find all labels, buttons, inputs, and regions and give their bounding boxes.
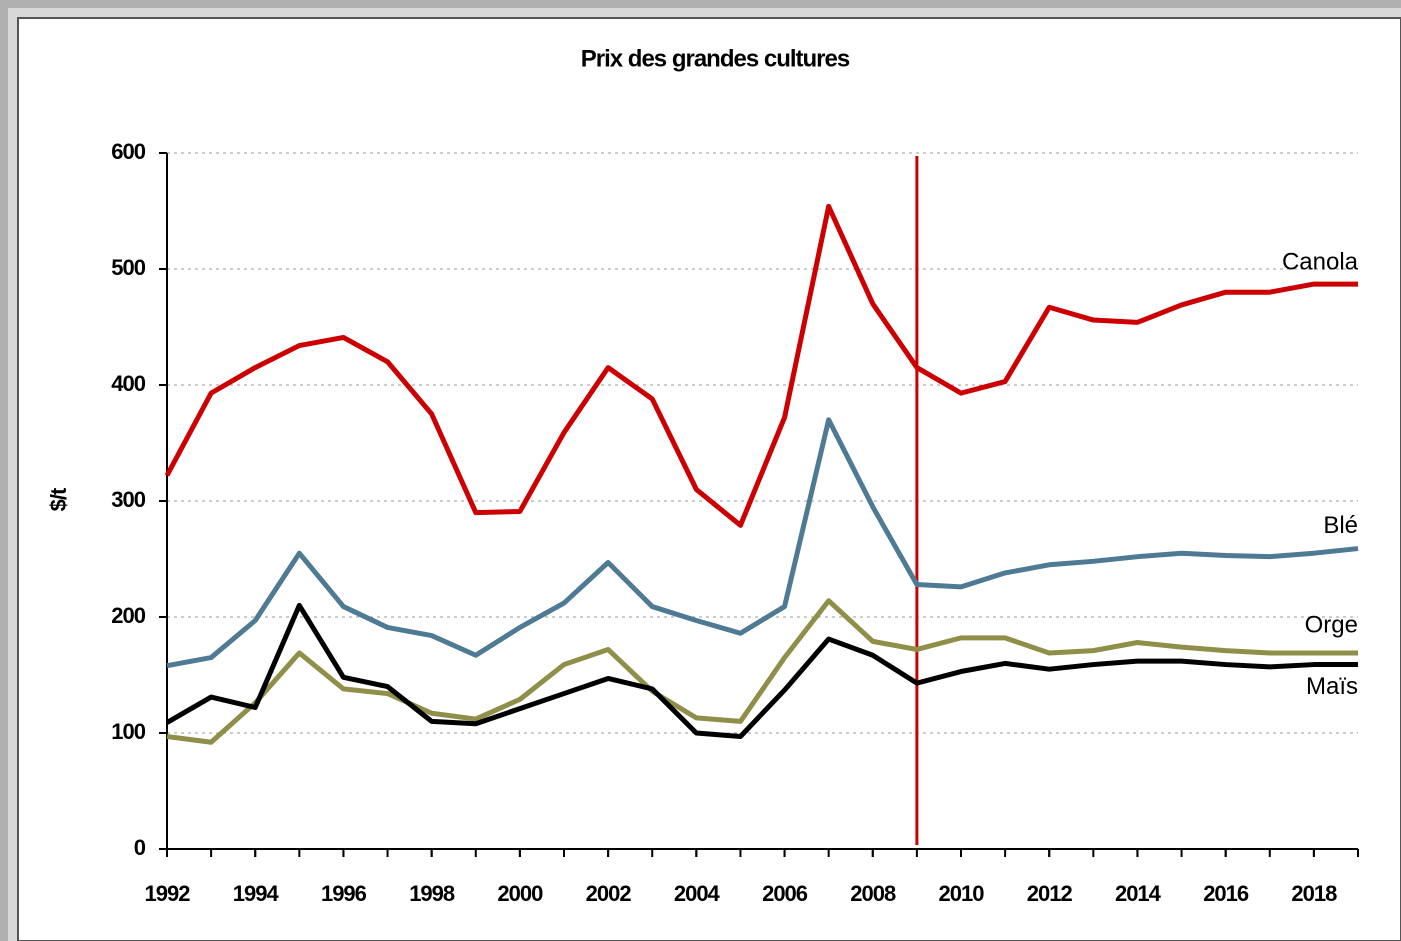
series-label: Canola (1282, 248, 1359, 275)
x-tick-label: 1992 (145, 881, 191, 906)
chart-title: Prix des grandes cultures (581, 45, 850, 72)
y-tick-label: 100 (111, 719, 145, 744)
x-tick-label: 2002 (586, 881, 632, 906)
y-tick-label: 300 (111, 487, 145, 512)
x-tick-label: 2016 (1203, 881, 1249, 906)
y-axis-label: $/t (46, 487, 71, 511)
x-tick-label: 1994 (233, 881, 280, 906)
x-tick-label: 2018 (1291, 881, 1337, 906)
x-tick-label: 1998 (409, 881, 455, 906)
series-line (166, 598, 1358, 745)
x-tick-label: 2004 (674, 881, 721, 906)
series-label: Orge (1305, 611, 1358, 638)
x-tick-label: 2010 (939, 881, 985, 906)
x-tick-label: 2012 (1027, 881, 1073, 906)
x-tick-label: 2000 (497, 881, 543, 906)
y-tick-label: 0 (134, 835, 146, 860)
series-label: Maïs (1306, 673, 1358, 700)
chart-area (17, 17, 1401, 941)
y-tick-label: 500 (111, 255, 145, 280)
y-tick-label: 200 (111, 603, 145, 628)
series-label: Blé (1323, 512, 1358, 539)
x-tick-label: 2006 (762, 881, 808, 906)
x-tick-label: 2014 (1115, 881, 1162, 906)
series-line (164, 203, 1358, 528)
y-tick-label: 600 (111, 139, 145, 164)
x-tick-label: 2008 (850, 881, 896, 906)
x-tick-label: 1996 (321, 881, 367, 906)
y-tick-label: 400 (111, 371, 145, 396)
series-line (166, 417, 1359, 669)
series-line (165, 602, 1358, 739)
